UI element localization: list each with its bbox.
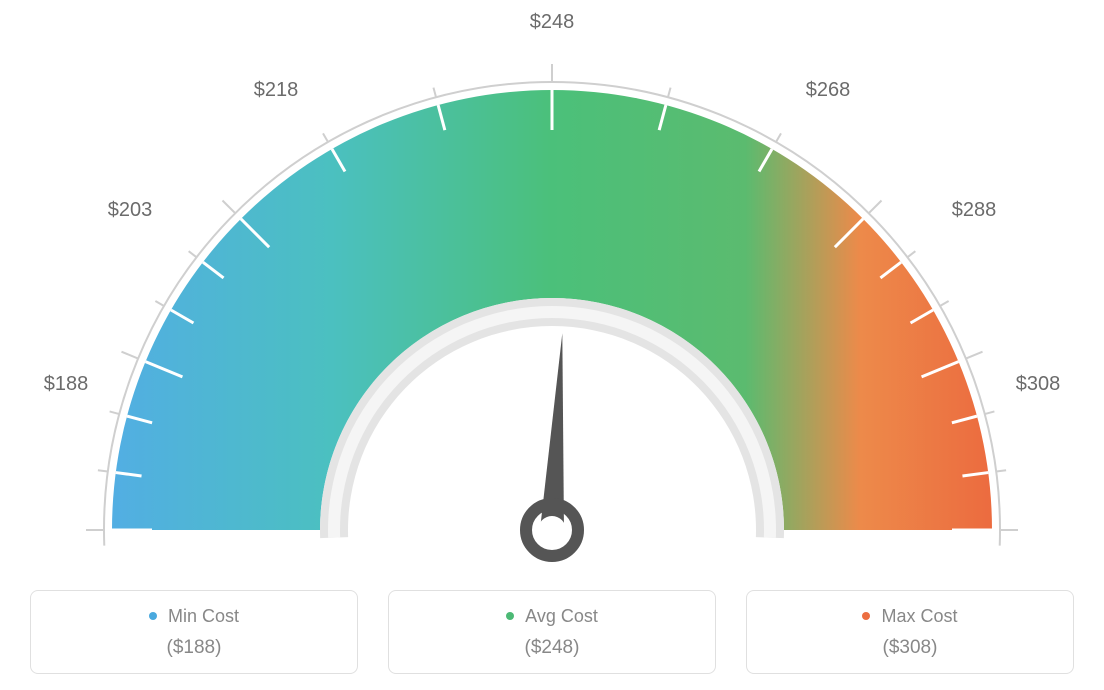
legend-avg-label: Avg Cost — [525, 606, 598, 626]
gauge-chart-container: $188 $203 $218 $248 $268 $288 $308 Min Cost ($… — [0, 0, 1104, 690]
gauge-svg: $188 $203 $218 $248 $268 $288 $308 — [0, 0, 1104, 570]
legend-avg-label-line: Avg Cost — [399, 605, 705, 627]
gauge-tick-label: $218 — [254, 79, 299, 101]
legend-max-dot — [862, 612, 870, 620]
legend-max-label-line: Max Cost — [757, 605, 1063, 627]
legend-min: Min Cost ($188) — [30, 590, 358, 674]
legend-max-label: Max Cost — [881, 606, 957, 626]
legend: Min Cost ($188) Avg Cost ($248) Max Cost… — [0, 590, 1104, 674]
legend-min-label: Min Cost — [168, 606, 239, 626]
gauge-tick-label: $308 — [1016, 373, 1061, 395]
legend-avg-value: ($248) — [399, 637, 705, 659]
legend-min-value: ($188) — [41, 637, 347, 659]
gauge-tick-label: $203 — [108, 199, 153, 221]
legend-max-value: ($308) — [757, 637, 1063, 659]
legend-min-label-line: Min Cost — [41, 605, 347, 627]
gauge-area: $188 $203 $218 $248 $268 $288 $308 — [0, 0, 1104, 570]
legend-max: Max Cost ($308) — [746, 590, 1074, 674]
legend-avg: Avg Cost ($248) — [388, 590, 716, 674]
gauge-tick-label: $248 — [530, 11, 575, 33]
legend-min-dot — [149, 612, 157, 620]
gauge-tick-label: $188 — [44, 373, 89, 395]
gauge-tick-label: $288 — [952, 199, 997, 221]
legend-avg-dot — [506, 612, 514, 620]
gauge-tick-label: $268 — [806, 79, 851, 101]
